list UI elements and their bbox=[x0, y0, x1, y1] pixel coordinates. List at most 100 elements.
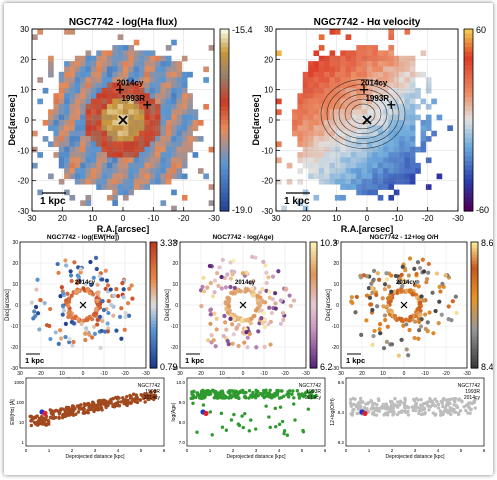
map-pixel bbox=[409, 141, 416, 148]
map-pixel bbox=[85, 66, 92, 73]
map-pixel bbox=[313, 66, 320, 73]
region-point bbox=[209, 333, 214, 338]
map-pixel bbox=[361, 178, 368, 185]
map-pixel bbox=[149, 77, 156, 83]
colorbar-segment bbox=[310, 320, 317, 325]
map-pixel bbox=[165, 162, 172, 169]
region-point bbox=[225, 300, 231, 305]
colorbar-segment bbox=[310, 257, 317, 262]
map-pixel bbox=[409, 125, 416, 132]
profile-point bbox=[300, 393, 304, 397]
profile-point bbox=[65, 405, 69, 409]
map-pixel bbox=[187, 141, 193, 148]
region-point bbox=[29, 300, 34, 305]
profile-point bbox=[94, 407, 98, 411]
colorbar-segment bbox=[464, 69, 473, 76]
profile-point bbox=[240, 414, 244, 418]
profile-point bbox=[268, 388, 272, 392]
map-pixel bbox=[436, 114, 443, 121]
colorbar-segment bbox=[150, 286, 157, 290]
map-pixel bbox=[149, 93, 156, 99]
region-point bbox=[55, 261, 60, 267]
map-pixel bbox=[112, 114, 118, 121]
region-point bbox=[78, 270, 83, 275]
colorbar-min-label: 8.4 bbox=[481, 362, 493, 372]
map-pixel bbox=[101, 77, 108, 83]
colorbar-segment bbox=[150, 273, 157, 278]
map-pixel bbox=[187, 125, 193, 132]
x-tick-label: -20 bbox=[422, 214, 434, 223]
region-point bbox=[75, 316, 81, 321]
region-point bbox=[406, 273, 411, 278]
region-point bbox=[426, 270, 431, 275]
profile-point bbox=[356, 402, 360, 406]
map-pixel bbox=[329, 130, 336, 137]
map-pixel bbox=[117, 45, 124, 51]
region-point bbox=[199, 304, 204, 309]
region-point bbox=[245, 335, 250, 340]
map-pixel bbox=[367, 189, 373, 196]
region-point bbox=[100, 298, 105, 304]
region-point bbox=[115, 293, 121, 299]
map-pixel bbox=[393, 82, 400, 89]
map-pixel bbox=[85, 200, 92, 206]
map-pixel bbox=[409, 173, 416, 180]
map-pixel bbox=[329, 71, 336, 78]
map-pixel bbox=[181, 87, 188, 94]
map-pixel bbox=[112, 50, 118, 57]
x-tick-label: -20 bbox=[442, 371, 449, 377]
map-pixel bbox=[128, 130, 135, 137]
colorbar-min-label: -60 bbox=[476, 205, 489, 215]
map-pixel bbox=[53, 109, 60, 115]
y-tick-label: -20 bbox=[261, 177, 273, 186]
colorbar-segment bbox=[220, 124, 229, 130]
colorbar-segment bbox=[464, 29, 473, 35]
colorbar-segment bbox=[150, 323, 157, 328]
map-pixel bbox=[90, 87, 97, 94]
supernova-marker bbox=[387, 100, 396, 109]
map-pixel bbox=[297, 103, 304, 110]
region-point bbox=[213, 344, 218, 349]
region-point bbox=[223, 320, 228, 325]
map-pixel bbox=[345, 34, 352, 41]
profile-point bbox=[450, 397, 454, 401]
region-point bbox=[375, 304, 380, 309]
map-pixel bbox=[80, 168, 86, 174]
map-pixel bbox=[388, 178, 395, 185]
profile-point bbox=[297, 393, 301, 397]
region-point bbox=[389, 289, 394, 294]
map-pixel bbox=[64, 130, 70, 137]
map-pixel bbox=[372, 45, 379, 51]
map-pixel bbox=[112, 162, 118, 169]
region-point bbox=[380, 296, 385, 301]
map-pixel bbox=[318, 114, 325, 121]
map-pixel bbox=[208, 146, 215, 153]
map-pixel bbox=[187, 136, 193, 142]
map-pixel bbox=[313, 146, 320, 153]
profile-point bbox=[249, 418, 253, 422]
region-point bbox=[103, 268, 108, 273]
map-pixel bbox=[69, 173, 76, 180]
map-pixel bbox=[90, 71, 97, 78]
map-pixel bbox=[203, 77, 209, 83]
map-pixel bbox=[160, 146, 167, 153]
map-pixel bbox=[155, 146, 161, 153]
map-pixel bbox=[85, 173, 92, 180]
map-pixel bbox=[388, 66, 395, 73]
x-tick-label: 10 bbox=[380, 371, 386, 377]
map-pixel bbox=[171, 141, 177, 148]
region-point bbox=[69, 278, 74, 284]
region-point bbox=[126, 313, 132, 318]
map-pixel bbox=[171, 125, 177, 132]
map-pixel bbox=[318, 157, 325, 164]
map-pixel bbox=[48, 173, 54, 180]
map-pixel bbox=[123, 157, 129, 164]
map-pixel bbox=[112, 184, 118, 190]
map-pixel bbox=[139, 146, 145, 153]
map-pixel bbox=[48, 55, 54, 62]
map-pixel bbox=[383, 55, 389, 62]
profile-point bbox=[264, 388, 268, 392]
map-pixel bbox=[80, 162, 86, 169]
map-pixel bbox=[165, 178, 172, 185]
map-pixel bbox=[69, 109, 76, 115]
